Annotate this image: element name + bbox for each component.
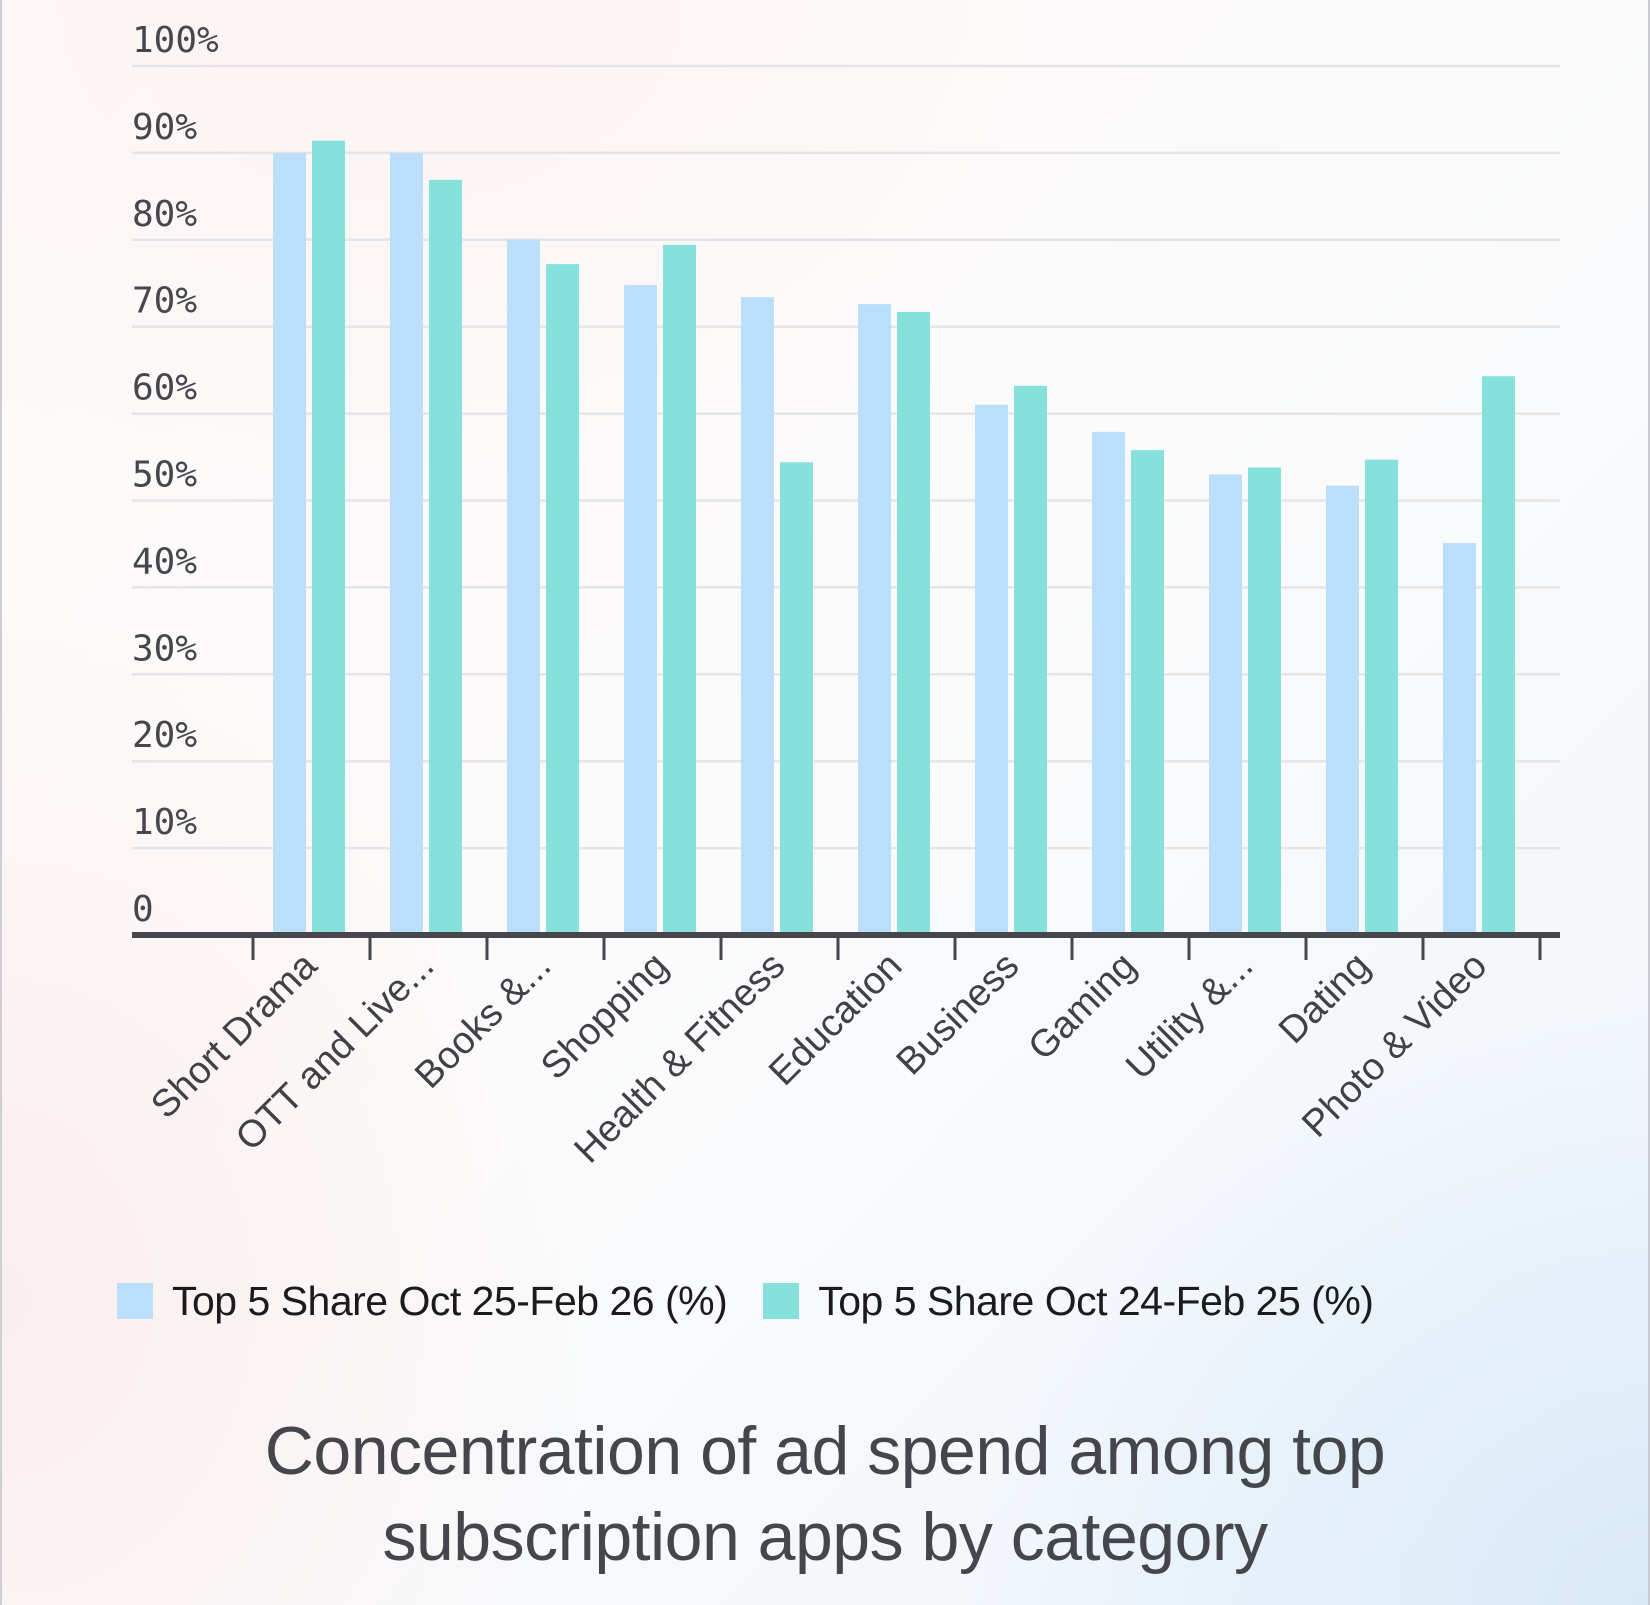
bar-series-2 xyxy=(780,462,813,935)
x-axis xyxy=(132,932,1560,960)
legend: Top 5 Share Oct 25-Feb 26 (%) Top 5 Shar… xyxy=(117,1276,1409,1326)
frame-border-left xyxy=(0,0,2,1605)
y-tick-label: 70% xyxy=(132,281,197,322)
gridlines xyxy=(132,64,1560,850)
bar-series-1 xyxy=(1443,543,1476,935)
x-tick-label: OTT and Live... xyxy=(228,945,442,1159)
legend-label-series-1: Top 5 Share Oct 25-Feb 26 (%) xyxy=(172,1277,728,1324)
frame-border-right xyxy=(1648,0,1650,1605)
bars xyxy=(273,140,1515,936)
bar-series-1 xyxy=(741,297,774,935)
bar-series-2 xyxy=(1248,467,1281,935)
y-tick-label: 80% xyxy=(132,194,197,235)
bar-series-2 xyxy=(1482,376,1515,935)
bar-series-2 xyxy=(897,311,930,935)
legend-item-series-1: Top 5 Share Oct 25-Feb 26 (%) xyxy=(117,1277,728,1325)
bar-series-2 xyxy=(312,140,345,935)
x-tick-label: Utility &... xyxy=(1118,945,1261,1088)
y-tick-label: 20% xyxy=(132,715,197,756)
chart-title: Concentration of ad spend among top subs… xyxy=(0,1408,1650,1580)
chart-title-line-2: subscription apps by category xyxy=(382,1499,1268,1575)
x-tick-label: Health & Fitness xyxy=(567,945,794,1172)
bar-series-1 xyxy=(858,304,891,936)
bar-chart: 0 10% 20% 30% 40% 50% 60% 70% 80% 90% 100% Short D… xyxy=(132,20,1560,1172)
legend-item-series-2: Top 5 Share Oct 24-Feb 25 (%) xyxy=(763,1277,1374,1325)
bar-series-1 xyxy=(273,152,306,935)
bar-series-2 xyxy=(1131,450,1164,935)
y-tick-label: 30% xyxy=(132,628,197,669)
legend-swatch-series-2 xyxy=(763,1283,800,1319)
y-tick-label: 60% xyxy=(132,368,197,409)
bar-series-1 xyxy=(975,404,1008,935)
bar-series-2 xyxy=(546,264,579,936)
bar-series-1 xyxy=(1209,474,1242,935)
bar-series-1 xyxy=(1092,431,1125,935)
legend-label-series-2: Top 5 Share Oct 24-Feb 25 (%) xyxy=(818,1277,1374,1324)
bar-series-1 xyxy=(507,239,540,936)
bar-series-1 xyxy=(390,152,423,935)
y-tick-label: 0 xyxy=(132,889,154,930)
chart-title-line-1: Concentration of ad spend among top xyxy=(264,1413,1386,1489)
bar-series-2 xyxy=(1014,385,1047,935)
bar-series-1 xyxy=(1326,485,1359,935)
y-tick-label: 40% xyxy=(132,541,197,582)
bar-series-2 xyxy=(429,179,462,936)
x-tick-label: Dating xyxy=(1271,945,1378,1052)
y-tick-label: 50% xyxy=(132,455,197,496)
bar-series-1 xyxy=(624,284,657,935)
y-tick-label: 90% xyxy=(132,107,197,148)
y-axis-labels: 0 10% 20% 30% 40% 50% 60% 70% 80% 90% 100% xyxy=(132,20,219,930)
bar-series-2 xyxy=(663,245,696,935)
y-tick-label: 10% xyxy=(132,802,197,843)
x-tick-label: Business xyxy=(889,945,1028,1084)
y-tick-label: 100% xyxy=(132,20,219,61)
legend-swatch-series-1 xyxy=(117,1283,153,1319)
bar-series-2 xyxy=(1365,459,1398,935)
